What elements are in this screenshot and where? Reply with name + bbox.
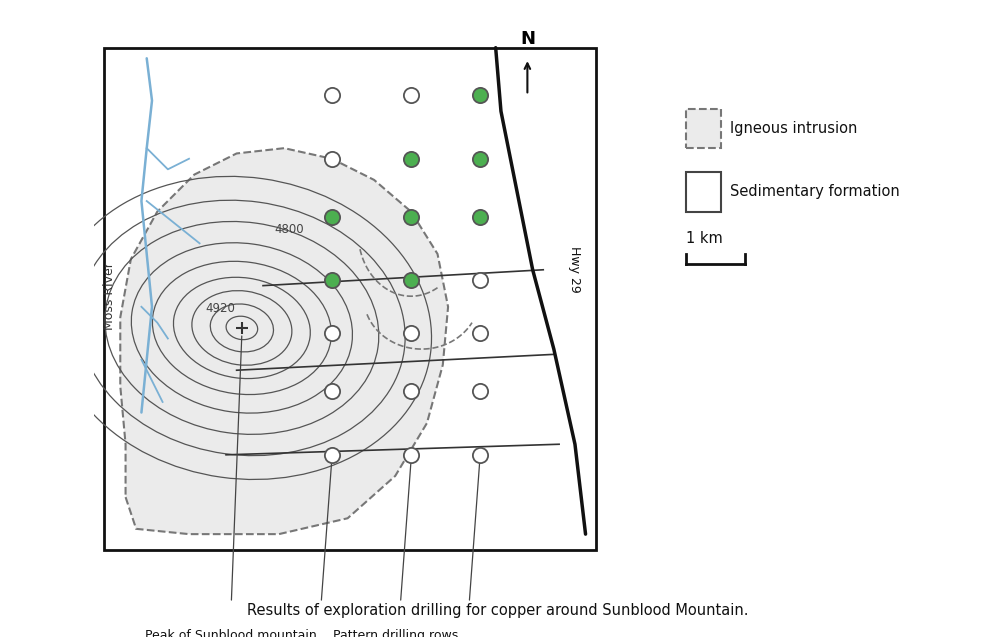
Point: [323, 154, 339, 164]
Text: Pattern drilling rows: Pattern drilling rows: [332, 629, 457, 637]
Point: [471, 154, 487, 164]
Text: Moss River: Moss River: [103, 262, 116, 330]
Point: [323, 386, 339, 396]
Point: [471, 450, 487, 460]
Point: [323, 328, 339, 338]
Text: Peak of Sunblood mountain: Peak of Sunblood mountain: [145, 629, 317, 637]
Point: [403, 450, 418, 460]
Polygon shape: [120, 148, 447, 534]
Polygon shape: [104, 48, 595, 550]
FancyBboxPatch shape: [685, 108, 721, 148]
Point: [403, 154, 418, 164]
Point: [323, 275, 339, 285]
Point: [471, 211, 487, 222]
Point: [471, 386, 487, 396]
Point: [323, 450, 339, 460]
Text: Sedimentary formation: Sedimentary formation: [730, 184, 900, 199]
Point: [403, 90, 418, 101]
FancyBboxPatch shape: [685, 172, 721, 211]
Text: 1 km: 1 km: [685, 231, 722, 246]
Point: [403, 386, 418, 396]
Point: [403, 275, 418, 285]
Point: [403, 328, 418, 338]
Point: [471, 275, 487, 285]
Text: Results of exploration drilling for copper around Sunblood Mountain.: Results of exploration drilling for copp…: [247, 603, 747, 618]
Text: N: N: [519, 30, 535, 48]
Point: [471, 90, 487, 101]
Text: 4800: 4800: [274, 223, 304, 236]
Point: [471, 328, 487, 338]
Text: 4920: 4920: [206, 302, 236, 315]
Point: [323, 211, 339, 222]
Point: [323, 90, 339, 101]
Text: Hwy 29: Hwy 29: [568, 247, 580, 293]
Text: Igneous intrusion: Igneous intrusion: [730, 120, 857, 136]
Point: [403, 211, 418, 222]
